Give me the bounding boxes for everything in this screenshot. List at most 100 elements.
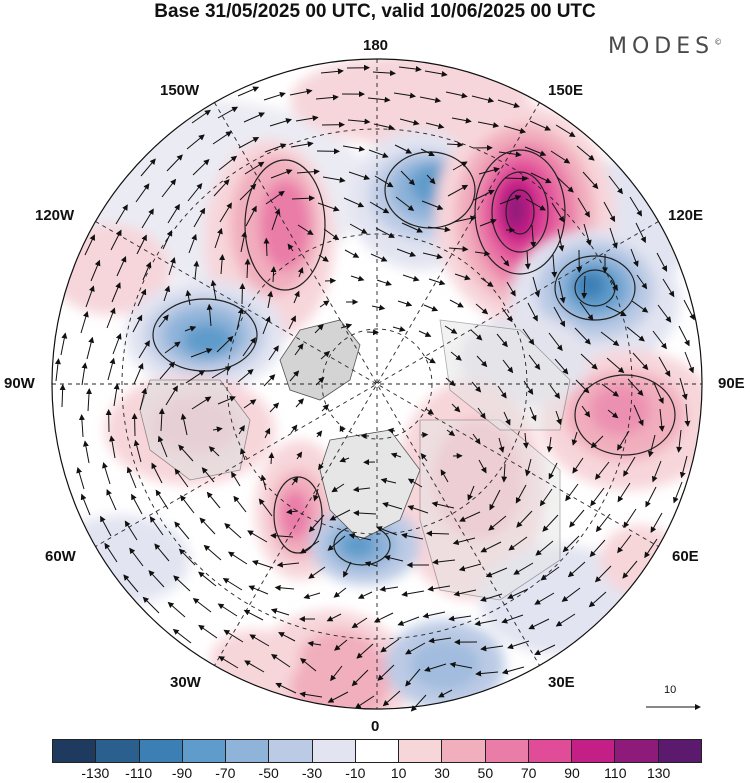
wind-vector	[506, 281, 516, 297]
wind-vector	[275, 682, 297, 694]
colorbar-tick-label: -30	[301, 765, 323, 781]
wind-vector	[652, 330, 667, 350]
wind-vector	[237, 368, 254, 383]
wind-vector	[191, 396, 212, 410]
wind-vector	[354, 695, 375, 709]
wind-vector	[657, 304, 672, 323]
wind-vector	[348, 171, 371, 181]
wind-vector	[423, 304, 439, 312]
wind-vector	[684, 403, 691, 427]
wind-vector	[211, 366, 232, 379]
wind-vector	[582, 171, 599, 190]
lon-label-30w: 30W	[170, 674, 201, 691]
wind-vector	[173, 575, 191, 592]
wind-vector	[422, 611, 446, 619]
wind-vector	[501, 307, 513, 323]
wind-vector	[497, 385, 507, 399]
wind-vector	[496, 333, 508, 348]
wind-vector	[574, 327, 591, 345]
wind-vector	[651, 460, 662, 483]
wind-vector	[299, 540, 320, 554]
wind-vector	[185, 370, 206, 384]
wind-vector	[554, 358, 569, 375]
wind-vector	[508, 536, 528, 551]
wind-vector	[458, 563, 482, 572]
wind-vector	[470, 329, 483, 341]
colorbar-ticks: -130 -110 -90 -70 -50 -30 -10 10 30 50 70 90 110 130	[52, 765, 702, 783]
wind-vector	[676, 429, 683, 453]
wind-vector	[347, 118, 371, 125]
wind-vectors	[54, 64, 695, 712]
wind-vector	[142, 596, 160, 614]
wind-vector	[513, 562, 534, 575]
wind-vector	[264, 143, 287, 153]
colorbar-swatch	[528, 740, 573, 762]
wind-vector	[190, 348, 213, 358]
wind-vector	[263, 91, 286, 101]
wind-vector	[331, 483, 345, 493]
wind-vector	[684, 351, 694, 374]
wind-vector	[530, 224, 537, 248]
lon-label-30e: 30E	[548, 674, 575, 691]
wind-vector	[270, 654, 291, 668]
wind-vector	[188, 233, 197, 254]
wind-vector	[474, 250, 491, 257]
lon-label-60w: 60W	[45, 548, 76, 565]
wind-vector	[113, 383, 120, 407]
wind-vector	[375, 227, 395, 238]
wind-vector	[167, 601, 186, 618]
wind-vector	[431, 501, 455, 509]
wind-vector	[524, 250, 531, 270]
wind-vector	[445, 377, 456, 387]
wind-vector	[216, 335, 234, 353]
wind-vector	[590, 435, 604, 449]
wind-vector	[426, 530, 450, 537]
wind-vector	[278, 632, 296, 642]
wind-vector	[296, 168, 320, 175]
wind-vector	[498, 437, 505, 453]
wind-vector	[410, 694, 427, 712]
wind-vector	[407, 505, 429, 514]
wind-vector	[343, 561, 352, 578]
wind-vector	[390, 452, 402, 459]
wind-vector	[109, 435, 116, 459]
wind-vector	[395, 196, 415, 212]
wind-vector	[244, 161, 265, 175]
wind-vector	[274, 584, 295, 591]
wind-vector	[524, 146, 547, 157]
wind-vector	[129, 547, 144, 567]
wind-vector	[86, 388, 92, 412]
colorbar-swatch	[182, 740, 227, 762]
wind-vector	[100, 515, 112, 537]
wind-vector	[268, 345, 279, 361]
wind-vector	[522, 328, 535, 346]
colorbar-tick-label: 30	[434, 765, 450, 781]
wind-vector	[286, 508, 299, 515]
wind-vector	[126, 466, 137, 489]
colorbar-swatch	[96, 740, 140, 762]
wind-vector	[136, 234, 147, 255]
wind-vector	[289, 370, 300, 382]
wind-vector	[438, 689, 453, 698]
wind-vector	[548, 462, 558, 480]
wind-vector	[475, 670, 499, 677]
wind-vector	[440, 469, 449, 483]
logo-mark: ©	[714, 37, 723, 47]
reference-vector-label: 10	[664, 684, 677, 696]
wind-vector	[380, 638, 400, 653]
wind-vector	[579, 301, 594, 321]
wind-vector	[449, 661, 473, 669]
wind-vector	[111, 282, 121, 303]
wind-vector	[236, 307, 244, 331]
wind-vector	[124, 520, 138, 541]
wind-vector	[59, 384, 66, 408]
wind-vector	[452, 161, 468, 171]
wind-vector	[180, 494, 195, 514]
colorbar-swatch	[139, 740, 183, 762]
wind-vector	[139, 387, 148, 411]
wind-vector	[289, 88, 313, 96]
wind-vector	[269, 118, 292, 127]
wind-vector	[451, 117, 472, 124]
wind-vector	[632, 352, 649, 371]
wind-vector	[577, 197, 590, 218]
